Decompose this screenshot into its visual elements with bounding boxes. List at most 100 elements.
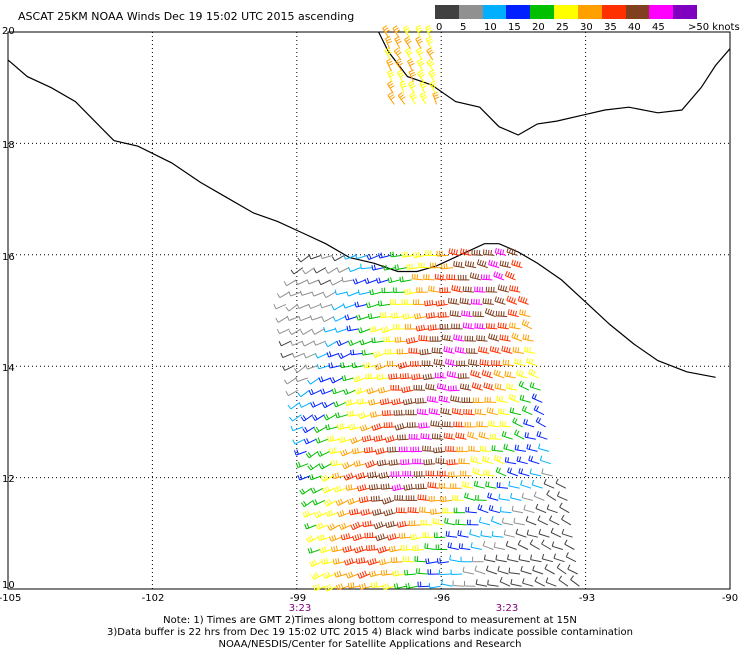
wind-barb: [329, 279, 343, 286]
wind-barb: [475, 579, 488, 587]
wind-barb: [285, 389, 299, 397]
wind-barb: [418, 262, 430, 269]
wind-barb: [495, 554, 507, 563]
wind-barb: [360, 263, 373, 270]
wind-barb: [317, 450, 330, 457]
wind-barb: [449, 554, 461, 563]
wind-barb: [425, 312, 438, 319]
wind-barb: [376, 459, 390, 467]
wind-barb: [414, 556, 426, 563]
wind-barb: [472, 556, 484, 563]
wind-barb: [352, 533, 365, 542]
wind-barb: [276, 328, 290, 335]
wind-barb: [439, 287, 452, 294]
wind-barb: [360, 508, 373, 516]
wind-barb: [393, 287, 405, 293]
wind-barb: [544, 564, 555, 575]
wind-barb: [331, 388, 345, 395]
wind-barb: [504, 370, 516, 379]
wind-barb: [485, 322, 498, 330]
wind-barb: [371, 423, 385, 431]
wind-barb: [467, 431, 479, 440]
wind-barb: [428, 285, 440, 293]
wind-barb: [380, 483, 393, 490]
wind-barb: [440, 496, 453, 503]
wind-barb: [441, 578, 453, 587]
wind-barb: [373, 521, 387, 530]
wind-barb: [508, 480, 520, 489]
wind-barb: [495, 466, 507, 477]
wind-barb: [417, 494, 429, 501]
wind-barb: [408, 520, 421, 527]
wind-barb: [464, 335, 477, 342]
wind-barb: [380, 569, 393, 576]
wind-barb: [464, 421, 477, 428]
wind-barb: [396, 348, 409, 355]
wind-barb: [313, 340, 326, 346]
wind-barb: [508, 393, 520, 403]
wind-barb: [479, 359, 491, 367]
wind-barb: [290, 340, 303, 346]
wind-barb: [318, 463, 332, 470]
wind-barb: [377, 300, 391, 307]
wind-barb: [494, 247, 507, 256]
wind-barb: [450, 395, 462, 403]
lat-label-18: 18: [2, 140, 15, 151]
wind-barb: [333, 401, 347, 408]
wind-barb: [467, 519, 479, 526]
wind-barb: [403, 483, 416, 491]
wind-barb: [288, 291, 302, 297]
wind-barb: [391, 398, 404, 406]
wind-barb: [532, 565, 544, 575]
wind-barb: [299, 290, 313, 296]
wind-barb: [535, 503, 547, 514]
wind-barb: [426, 47, 434, 61]
note-line-1: Note: 1) Times are GMT 2)Times along bot…: [163, 615, 577, 626]
wind-barb: [331, 254, 345, 262]
wind-barb: [289, 414, 302, 422]
wind-barb: [504, 270, 516, 281]
wind-barb: [498, 493, 510, 501]
legend-swatch: [506, 5, 531, 19]
wind-barb: [450, 569, 463, 575]
wind-barb: [394, 36, 402, 49]
wind-barb: [326, 351, 340, 358]
wind-barb: [526, 443, 538, 452]
wind-barb: [509, 407, 522, 416]
wind-barb: [357, 327, 371, 334]
wind-barb: [481, 369, 493, 379]
wind-barb: [291, 352, 305, 358]
wind-barb: [354, 301, 368, 308]
wind-barb: [388, 459, 401, 466]
wind-barb: [394, 423, 408, 431]
wind-barb: [464, 492, 476, 501]
wind-barb: [328, 447, 342, 454]
wind-barb: [323, 327, 336, 333]
wind-barb: [353, 460, 367, 467]
wind-barb: [445, 445, 457, 452]
wind-barb: [549, 515, 560, 526]
wind-barb: [297, 474, 311, 481]
lat-label-14: 14: [2, 363, 15, 374]
wind-barb: [436, 383, 449, 391]
wind-barb: [428, 495, 441, 502]
wind-barb: [415, 47, 424, 61]
wind-barb: [521, 492, 533, 501]
wind-barb: [300, 328, 313, 336]
wind-barb: [474, 565, 486, 575]
wind-barb: [376, 545, 390, 554]
wind-barb: [381, 496, 395, 505]
wind-barb: [472, 397, 485, 403]
wind-barb: [340, 449, 353, 457]
wind-barb: [459, 383, 472, 391]
wind-barb: [341, 375, 355, 382]
wind-barb: [363, 446, 376, 454]
wind-barb: [335, 498, 349, 506]
wind-barb: [422, 373, 435, 381]
wind-barb: [474, 408, 487, 416]
wind-barb: [391, 483, 405, 492]
wind-barb: [406, 263, 419, 270]
wind-barb: [521, 405, 533, 416]
wind-barb: [379, 398, 393, 406]
wind-barb: [440, 407, 452, 416]
